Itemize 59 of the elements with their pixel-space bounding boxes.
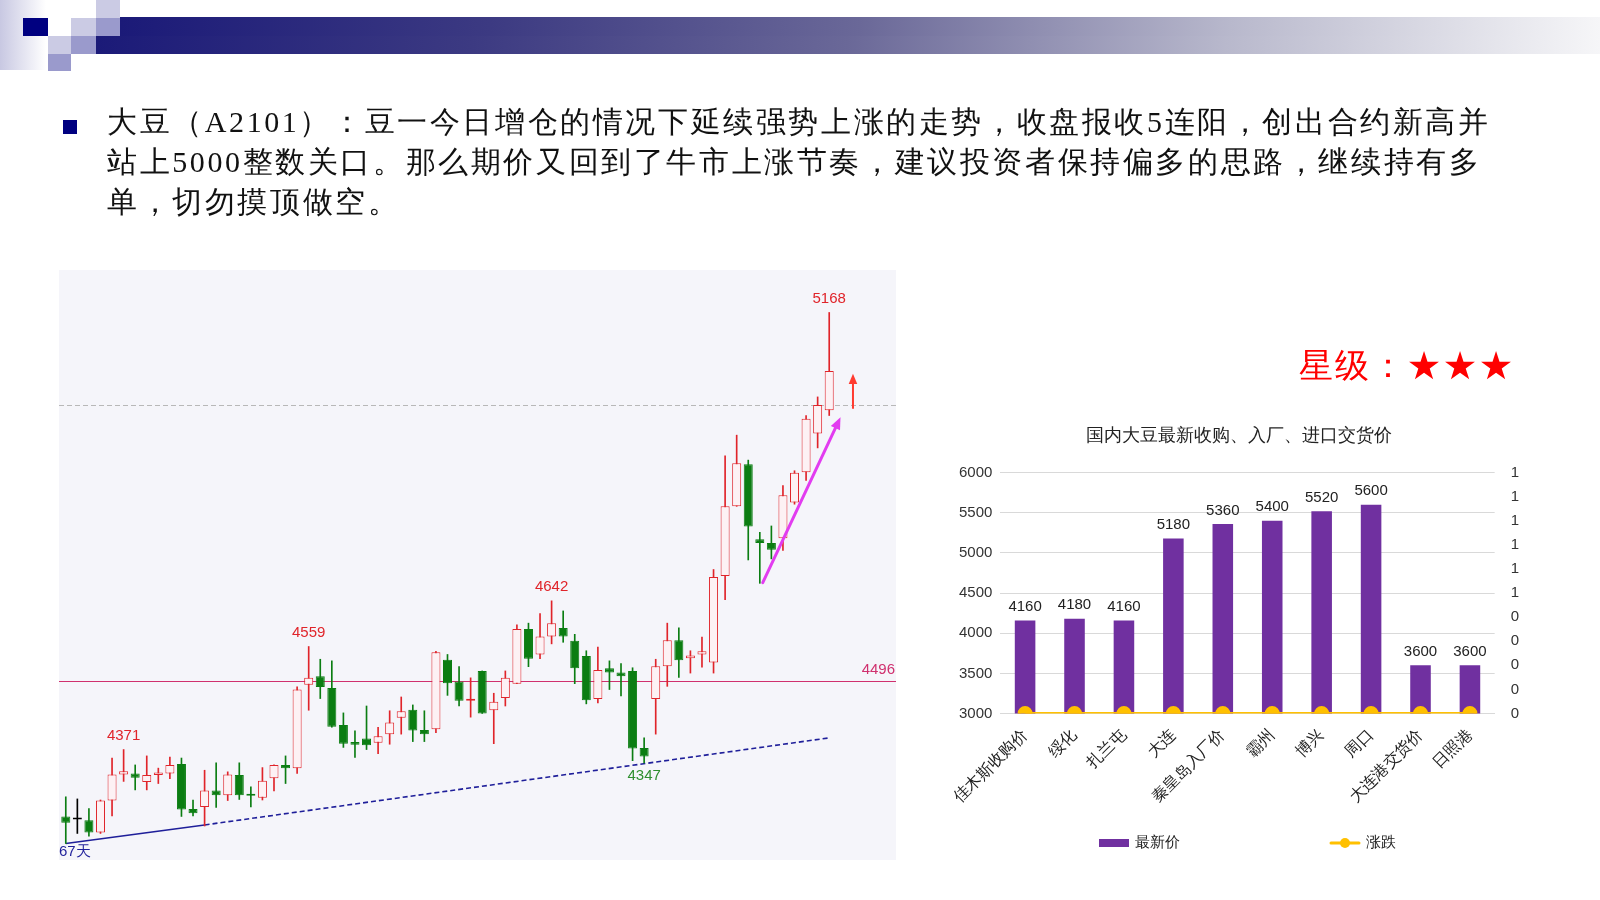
text: 4642 bbox=[534, 577, 569, 595]
data-label: 5400 bbox=[1255, 497, 1289, 515]
y2-tick-label: 1 bbox=[1510, 486, 1519, 504]
x-tick-label: 大连 bbox=[1143, 725, 1179, 761]
data-label: 4160 bbox=[1107, 597, 1141, 615]
y2-tick-label: 0 bbox=[1510, 655, 1519, 673]
y2-tick-label: 0 bbox=[1510, 679, 1519, 697]
y-tick-label: 3500 bbox=[958, 663, 993, 681]
y-tick-label: 4500 bbox=[958, 583, 993, 601]
data-label: 5600 bbox=[1354, 481, 1388, 499]
data-label: 5180 bbox=[1156, 515, 1191, 533]
legend-label: 最新价 bbox=[1135, 833, 1181, 850]
candlestick bbox=[211, 762, 221, 808]
y2-tick-label: 1 bbox=[1510, 535, 1519, 553]
data-label: 3600 bbox=[1403, 641, 1438, 659]
x-tick-label: 霸州 bbox=[1242, 725, 1278, 761]
y-tick-label: 6000 bbox=[958, 462, 993, 480]
candlestick bbox=[489, 692, 499, 745]
data-label: 3600 bbox=[1453, 641, 1487, 659]
data-label: 4160 bbox=[1008, 597, 1042, 615]
y2-tick-label: 0 bbox=[1510, 607, 1519, 625]
y2-tick-label: 1 bbox=[1510, 583, 1519, 601]
text: 5168 bbox=[812, 289, 846, 307]
x-tick-label: 佳木斯收购价 bbox=[950, 725, 1031, 806]
legend-label: 涨跌 bbox=[1366, 833, 1397, 850]
candlestick bbox=[153, 767, 163, 784]
y2-tick-label: 0 bbox=[1510, 631, 1519, 649]
text: 4371 bbox=[106, 726, 141, 744]
y-tick-label: 5500 bbox=[958, 502, 993, 520]
candlestick bbox=[61, 796, 71, 844]
annotation: 67天 bbox=[59, 841, 91, 859]
y-tick-label: 5000 bbox=[958, 543, 993, 561]
text: 4559 bbox=[292, 623, 326, 641]
text: 大豆（A2101）：豆一今日增仓的情况下延续强势上涨的走势，收盘报收5连阳，创出合约新高并站上5000整数关口。那么期价又回到了牛市上涨节奏，建议投资者保持偏多的思路，继续持有多单，切勿摸顶做空。 bbox=[107, 104, 1492, 220]
x-tick-label: 绥化 bbox=[1044, 725, 1080, 761]
data-label: 4180 bbox=[1057, 595, 1092, 613]
candlestick bbox=[558, 610, 568, 643]
y-tick-label: 3000 bbox=[958, 703, 993, 721]
x-tick-label: 扎兰屯 bbox=[1083, 725, 1130, 772]
candlestick bbox=[142, 755, 152, 791]
candlestick bbox=[304, 646, 314, 711]
y2-tick-label: 0 bbox=[1510, 703, 1519, 721]
text: 星级：★★★ bbox=[1299, 346, 1515, 386]
candlestick bbox=[396, 696, 406, 735]
data-label: 5360 bbox=[1206, 500, 1240, 518]
text: 4347 bbox=[627, 766, 661, 784]
candlestick bbox=[755, 532, 765, 584]
x-tick-label: 日照港 bbox=[1429, 725, 1476, 772]
y-tick-label: 4000 bbox=[958, 623, 993, 641]
y2-tick-label: 1 bbox=[1510, 462, 1519, 480]
chart-title: 国内大豆最新收购、入厂、进口交货价 bbox=[1086, 424, 1392, 445]
x-tick-label: 周口 bbox=[1341, 725, 1377, 761]
y2-tick-label: 1 bbox=[1510, 559, 1519, 577]
candlestick bbox=[350, 730, 360, 758]
data-label: 5520 bbox=[1304, 487, 1339, 505]
y2-tick-label: 1 bbox=[1510, 510, 1519, 528]
x-tick-label: 博兴 bbox=[1292, 725, 1327, 761]
annotation: 4496 bbox=[861, 659, 895, 677]
candlestick bbox=[130, 764, 140, 791]
